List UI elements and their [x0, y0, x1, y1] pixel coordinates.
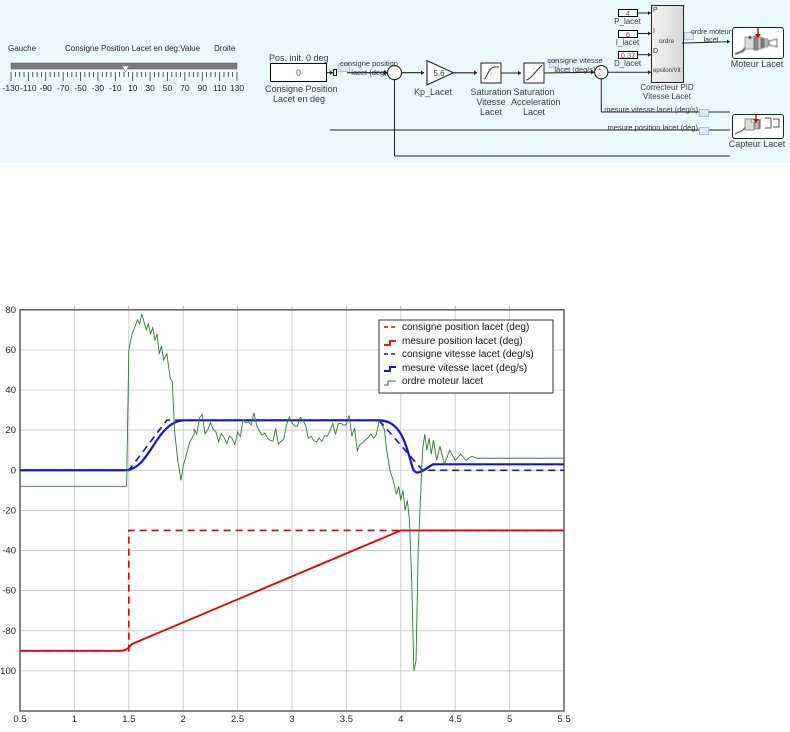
svg-text:40: 40: [5, 385, 16, 396]
svg-text:0.5: 0.5: [13, 714, 26, 725]
svg-text:-60: -60: [2, 586, 16, 597]
svg-text:consigne vitesse lacet (deg/s): consigne vitesse lacet (deg/s): [402, 349, 534, 360]
svg-text:0: 0: [11, 465, 16, 476]
svg-text:20: 20: [5, 425, 16, 436]
svg-text:4: 4: [398, 714, 403, 725]
svg-text:1: 1: [72, 714, 77, 725]
svg-text:60: 60: [5, 345, 16, 356]
svg-text:80: 80: [5, 305, 16, 316]
svg-text:5.5: 5.5: [557, 714, 570, 725]
svg-text:-20: -20: [2, 505, 16, 516]
svg-text:consigne position lacet (deg): consigne position lacet (deg): [402, 322, 529, 333]
svg-text:2.5: 2.5: [231, 714, 244, 725]
svg-text:-40: -40: [2, 546, 16, 557]
svg-text:3: 3: [289, 714, 294, 725]
svg-text:mesure position lacet (deg): mesure position lacet (deg): [402, 336, 523, 347]
svg-text:-80: -80: [2, 626, 16, 637]
svg-text:2: 2: [181, 714, 186, 725]
svg-text:3.5: 3.5: [340, 714, 353, 725]
svg-text:1.5: 1.5: [122, 714, 135, 725]
svg-text:5: 5: [507, 714, 512, 725]
svg-text:ordre moteur lacet: ordre moteur lacet: [402, 376, 483, 387]
svg-text:mesure vitesse lacet (deg/s): mesure vitesse lacet (deg/s): [402, 363, 527, 374]
svg-text:4.5: 4.5: [449, 714, 462, 725]
svg-text:100: 100: [0, 666, 16, 677]
